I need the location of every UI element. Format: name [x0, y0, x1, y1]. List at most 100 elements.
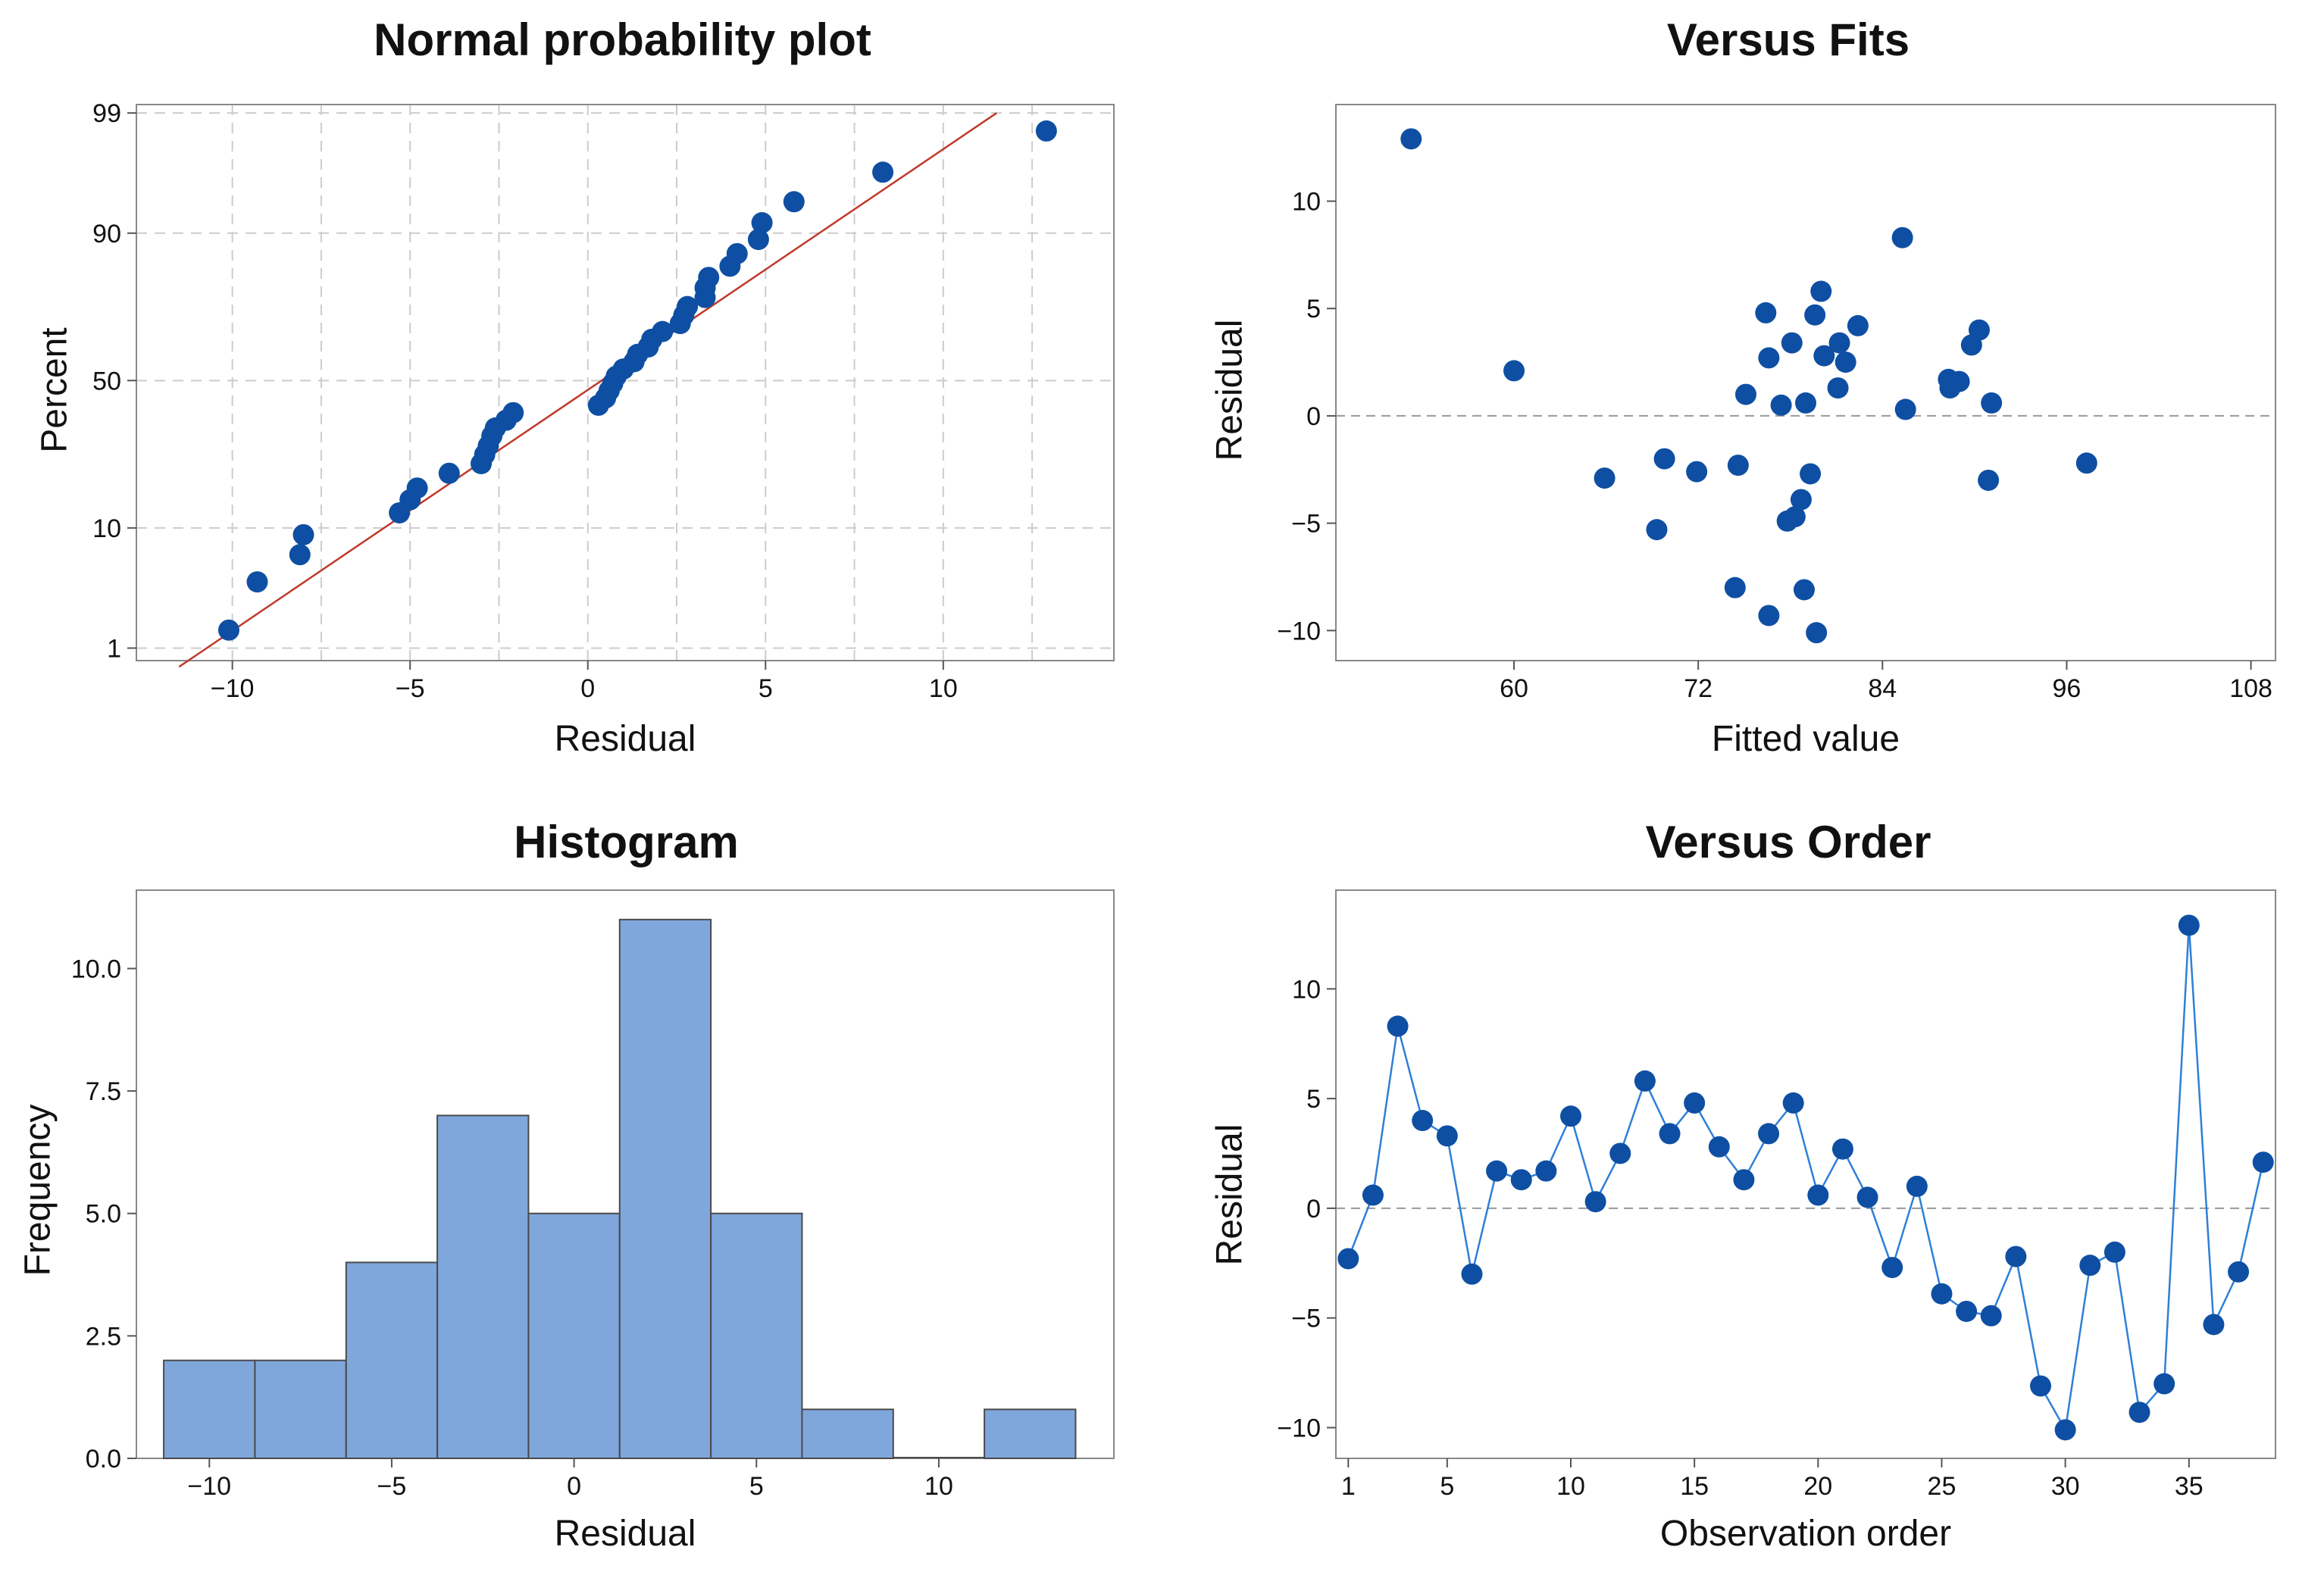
fits-point — [1781, 332, 1803, 354]
fits-point — [1653, 448, 1675, 470]
fits-point — [1734, 383, 1756, 405]
fits-plot-frame — [1335, 104, 2276, 661]
fits-x-tick-label: 60 — [1500, 674, 1528, 703]
panel-versus-fits: Versus Fits Residual 60 72 84 96 108 −10 −5 0 5 1… — [1162, 0, 2324, 786]
npp-y-tick-label: 99 — [92, 99, 121, 128]
order-point — [1436, 1125, 1458, 1147]
order-point — [1486, 1160, 1508, 1182]
fits-point — [1891, 227, 1913, 248]
order-point — [1337, 1248, 1359, 1270]
fits-point — [1646, 519, 1668, 541]
fits-x-tick-label: 84 — [1868, 674, 1897, 703]
npp-point — [246, 571, 268, 593]
order-plot-frame — [1335, 889, 2276, 1459]
hist-y-tick-label: 7.5 — [86, 1077, 121, 1106]
fits-point — [1790, 489, 1812, 511]
hist-bar — [436, 1114, 530, 1459]
npp-point — [1035, 120, 1057, 142]
order-point — [1412, 1110, 1434, 1132]
hist-x-tick-label: 10 — [924, 1472, 953, 1501]
fits-title: Versus Fits — [1666, 14, 1910, 65]
order-point — [1733, 1169, 1755, 1191]
hist-plot: −10 −5 0 5 10 0.0 2.5 5.0 7.5 10.0 — [71, 889, 1115, 1501]
fits-point — [1804, 304, 1826, 326]
hist-x-tick-label: −10 — [187, 1472, 231, 1501]
order-point — [1362, 1184, 1384, 1206]
fits-y-tick-label: −5 — [1291, 510, 1321, 539]
hist-y-tick-label: 10.0 — [71, 955, 121, 983]
order-point — [2054, 1419, 2076, 1441]
npp-fit-line — [178, 112, 997, 668]
fits-point — [1978, 469, 2000, 491]
fits-y-tick-label: 10 — [1292, 188, 1321, 217]
order-point — [1634, 1070, 1656, 1092]
hist-bar — [527, 1212, 621, 1459]
order-point — [1510, 1169, 1532, 1191]
npp-plot: −10 −5 0 5 10 1 10 50 90 99 — [92, 99, 1115, 703]
fits-x-tick-label: 108 — [2229, 674, 2272, 703]
order-point — [1535, 1160, 1557, 1182]
panel-histogram: Histogram Frequency −10 −5 0 5 10 0.0 2.5 5.0 7.… — [0, 786, 1162, 1572]
order-x-tick-label: 5 — [1440, 1472, 1454, 1501]
hist-bar — [710, 1212, 803, 1459]
hist-x-tick-label: 5 — [749, 1472, 764, 1501]
npp-point — [438, 462, 460, 484]
order-point — [1831, 1138, 1853, 1160]
hist-y-tick-label: 5.0 — [86, 1200, 121, 1229]
fits-x-tick-label: 96 — [2053, 674, 2082, 703]
fits-point — [1793, 579, 1815, 601]
hist-y-tick-label: 2.5 — [86, 1322, 121, 1351]
npp-xlabel: Residual — [554, 719, 696, 759]
fits-x-tick-label: 72 — [1684, 674, 1713, 703]
order-point — [1758, 1123, 1780, 1145]
fits-point — [1758, 347, 1780, 369]
order-point — [1931, 1283, 1953, 1305]
hist-x-tick-label: −5 — [377, 1472, 407, 1501]
order-x-tick-label: 20 — [1803, 1472, 1832, 1501]
order-y-tick-label: 10 — [1292, 975, 1321, 1004]
fits-y-tick-label: −10 — [1277, 617, 1321, 645]
order-point — [1609, 1142, 1631, 1164]
fits-point — [1800, 463, 1822, 485]
npp-point — [677, 295, 699, 317]
order-x-tick-label: 10 — [1556, 1472, 1585, 1501]
order-point — [1461, 1263, 1483, 1285]
order-point — [1659, 1123, 1681, 1145]
order-point — [2252, 1152, 2274, 1174]
npp-y-tick-label: 10 — [92, 514, 121, 543]
hist-bar — [254, 1359, 347, 1459]
fits-point — [1968, 319, 1990, 341]
npp-point — [502, 402, 524, 423]
hist-bar — [984, 1408, 1077, 1460]
fits-point — [1894, 398, 1916, 420]
order-x-tick-label: 15 — [1680, 1472, 1709, 1501]
fits-point — [1813, 345, 1835, 367]
fits-point — [2075, 452, 2097, 474]
npp-y-tick-label: 50 — [92, 367, 121, 395]
hist-xlabel: Residual — [554, 1514, 696, 1554]
fits-point — [1758, 605, 1780, 627]
panel-versus-order: Versus Order Residual 1 5 10 15 20 25 30 35 −10−… — [1162, 786, 2324, 1572]
order-y-tick-label: 0 — [1306, 1195, 1321, 1224]
order-x-tick-label: 35 — [2175, 1472, 2204, 1501]
panel-normal-probability-plot: Normal probability plot Percent −10 −5 0 5 1… — [0, 0, 1162, 786]
hist-bar — [163, 1359, 256, 1459]
order-point — [1956, 1300, 1978, 1322]
npp-x-tick-label: −5 — [396, 674, 425, 703]
order-point — [2154, 1373, 2175, 1395]
order-y-tick-label: 5 — [1306, 1085, 1321, 1114]
fits-point — [1810, 280, 1832, 302]
npp-title: Normal probability plot — [374, 14, 871, 65]
hist-title: Histogram — [514, 817, 739, 867]
npp-point — [698, 267, 720, 289]
fits-point — [1755, 302, 1777, 323]
fits-point — [1770, 394, 1792, 416]
order-point — [2129, 1402, 2150, 1424]
npp-point — [747, 229, 769, 251]
fits-point — [1795, 392, 1816, 414]
hist-bar — [345, 1261, 439, 1459]
hist-bar — [618, 918, 712, 1460]
fits-xlabel: Fitted value — [1711, 719, 1900, 759]
npp-x-tick-label: −10 — [211, 674, 255, 703]
